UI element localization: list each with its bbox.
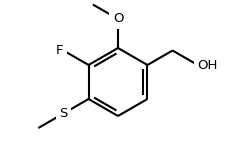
Text: S: S	[59, 107, 68, 120]
Text: O: O	[113, 12, 123, 25]
Text: OH: OH	[198, 58, 218, 71]
Text: F: F	[56, 44, 63, 57]
